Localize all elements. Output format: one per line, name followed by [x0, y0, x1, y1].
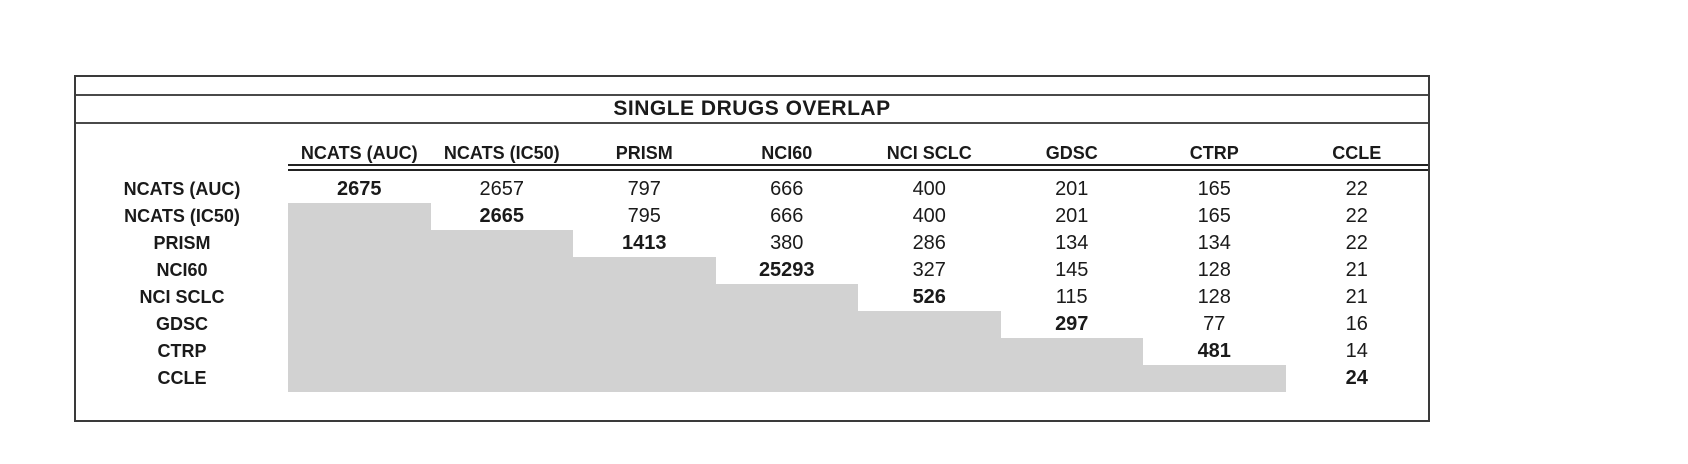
- shaded-cell: [1000, 365, 1143, 392]
- shaded-cell: [715, 338, 858, 365]
- overlap-matrix-grid: NCATS (AUC) NCATS (IC50) PRISM NCI60 NCI SCL…: [76, 137, 1428, 392]
- column-header-7: CTRP: [1143, 137, 1286, 171]
- overlap-value-cell: 795: [627, 205, 661, 227]
- shaded-cell: [430, 338, 573, 365]
- overlap-value-cell: 526: [912, 286, 946, 308]
- overlap-value-cell: 666: [770, 205, 804, 227]
- single-drugs-overlap-table: SINGLE DRUGS OVERLAP NCATS (AUC) NCATS (I…: [74, 75, 1430, 422]
- column-header-4: NCI60: [715, 137, 858, 171]
- overlap-value-cell: 297: [1055, 313, 1089, 335]
- column-header-8: CCLE: [1285, 137, 1428, 171]
- overlap-value-cell: 14: [1345, 340, 1368, 362]
- overlap-value-cell: 165: [1197, 205, 1231, 227]
- overlap-value-cell: 2665: [479, 205, 525, 227]
- shaded-cell: [858, 311, 1001, 338]
- overlap-value-cell: 145: [1055, 259, 1089, 281]
- overlap-value-cell: 2657: [479, 178, 525, 200]
- shaded-cell: [715, 284, 858, 311]
- header-spacer-cell: [76, 137, 288, 171]
- shaded-cell: [715, 311, 858, 338]
- shaded-cell: [288, 257, 431, 284]
- overlap-value-cell: 1413: [622, 232, 667, 254]
- overlap-value-cell: 77: [1203, 313, 1226, 335]
- overlap-value-cell: 400: [912, 205, 946, 227]
- overlap-value-cell: 481: [1197, 340, 1231, 362]
- overlap-value-cell: 128: [1197, 286, 1231, 308]
- overlap-value-cell: 25293: [758, 259, 815, 281]
- shaded-cell: [858, 365, 1001, 392]
- overlap-value-cell: 24: [1345, 367, 1368, 389]
- row-label-4: NCI60: [156, 260, 208, 280]
- shaded-cell: [430, 365, 573, 392]
- column-header-6: GDSC: [1000, 137, 1143, 171]
- shaded-cell: [288, 338, 431, 365]
- shaded-cell: [573, 311, 716, 338]
- shaded-cell: [288, 365, 431, 392]
- overlap-value-cell: 327: [912, 259, 946, 281]
- overlap-value-cell: 201: [1055, 205, 1089, 227]
- shaded-cell: [288, 230, 431, 257]
- row-label-1: NCATS (AUC): [123, 179, 241, 199]
- column-header-1: NCATS (AUC): [288, 137, 431, 171]
- overlap-value-cell: 134: [1055, 232, 1089, 254]
- shaded-cell: [715, 365, 858, 392]
- row-label-5: NCI SCLC: [139, 287, 225, 307]
- column-header-3: PRISM: [573, 137, 716, 171]
- overlap-value-cell: 165: [1197, 178, 1231, 200]
- overlap-value-cell: 22: [1345, 205, 1368, 227]
- overlap-value-cell: 21: [1345, 259, 1368, 281]
- overlap-value-cell: 2675: [337, 178, 382, 200]
- row-label-3: PRISM: [153, 233, 211, 253]
- shaded-cell: [430, 257, 573, 284]
- shaded-cell: [573, 365, 716, 392]
- row-label-7: CTRP: [157, 341, 207, 361]
- row-label-2: NCATS (IC50): [124, 206, 240, 226]
- table-title-row: SINGLE DRUGS OVERLAP: [76, 96, 1428, 124]
- table-title: SINGLE DRUGS OVERLAP: [613, 97, 891, 120]
- overlap-matrix: NCATS (AUC) NCATS (IC50) PRISM NCI60 NCI SCL…: [76, 124, 1428, 392]
- column-header-5: NCI SCLC: [858, 137, 1001, 171]
- table-top-spacer-row: [76, 77, 1428, 96]
- shaded-cell: [288, 203, 431, 230]
- overlap-value-cell: 666: [770, 178, 804, 200]
- shaded-cell: [1143, 365, 1286, 392]
- overlap-value-cell: 201: [1055, 178, 1089, 200]
- shaded-cell: [573, 284, 716, 311]
- row-label-6: GDSC: [155, 314, 208, 334]
- overlap-value-cell: 16: [1345, 313, 1368, 335]
- overlap-value-cell: 21: [1345, 286, 1368, 308]
- shaded-cell: [430, 311, 573, 338]
- shaded-cell: [430, 284, 573, 311]
- column-header-2: NCATS (IC50): [430, 137, 573, 171]
- shaded-cell: [858, 338, 1001, 365]
- overlap-value-cell: 134: [1197, 232, 1231, 254]
- shaded-cell: [573, 338, 716, 365]
- shaded-cell: [288, 311, 431, 338]
- shaded-cell: [573, 257, 716, 284]
- overlap-value-cell: 115: [1055, 286, 1088, 308]
- row-label-8: CCLE: [157, 368, 207, 388]
- overlap-value-cell: 22: [1345, 232, 1368, 254]
- overlap-value-cell: 22: [1345, 178, 1368, 200]
- overlap-value-cell: 380: [770, 232, 804, 254]
- shaded-cell: [1000, 338, 1143, 365]
- overlap-value-cell: 400: [912, 178, 946, 200]
- overlap-value-cell: 286: [912, 232, 946, 254]
- shaded-cell: [288, 284, 431, 311]
- overlap-value-cell: 128: [1197, 259, 1231, 281]
- overlap-value-cell: 797: [627, 178, 661, 200]
- shaded-cell: [430, 230, 573, 257]
